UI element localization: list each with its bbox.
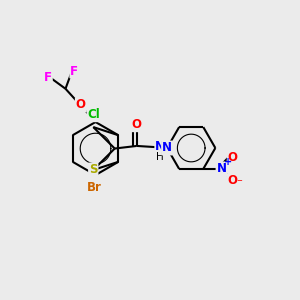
Text: O: O [76, 98, 86, 111]
Text: Cl: Cl [88, 108, 100, 121]
Text: ⁻: ⁻ [236, 178, 242, 188]
Text: H: H [156, 152, 164, 162]
Text: N: N [217, 162, 226, 176]
Text: O: O [228, 174, 238, 187]
Text: N: N [155, 140, 165, 153]
Text: F: F [70, 64, 78, 78]
Text: S: S [89, 164, 98, 176]
Text: F: F [44, 71, 52, 84]
Text: N: N [162, 142, 172, 154]
Text: O: O [228, 151, 238, 164]
Text: Br: Br [87, 181, 101, 194]
Text: O: O [132, 118, 142, 131]
Text: +: + [224, 158, 232, 167]
